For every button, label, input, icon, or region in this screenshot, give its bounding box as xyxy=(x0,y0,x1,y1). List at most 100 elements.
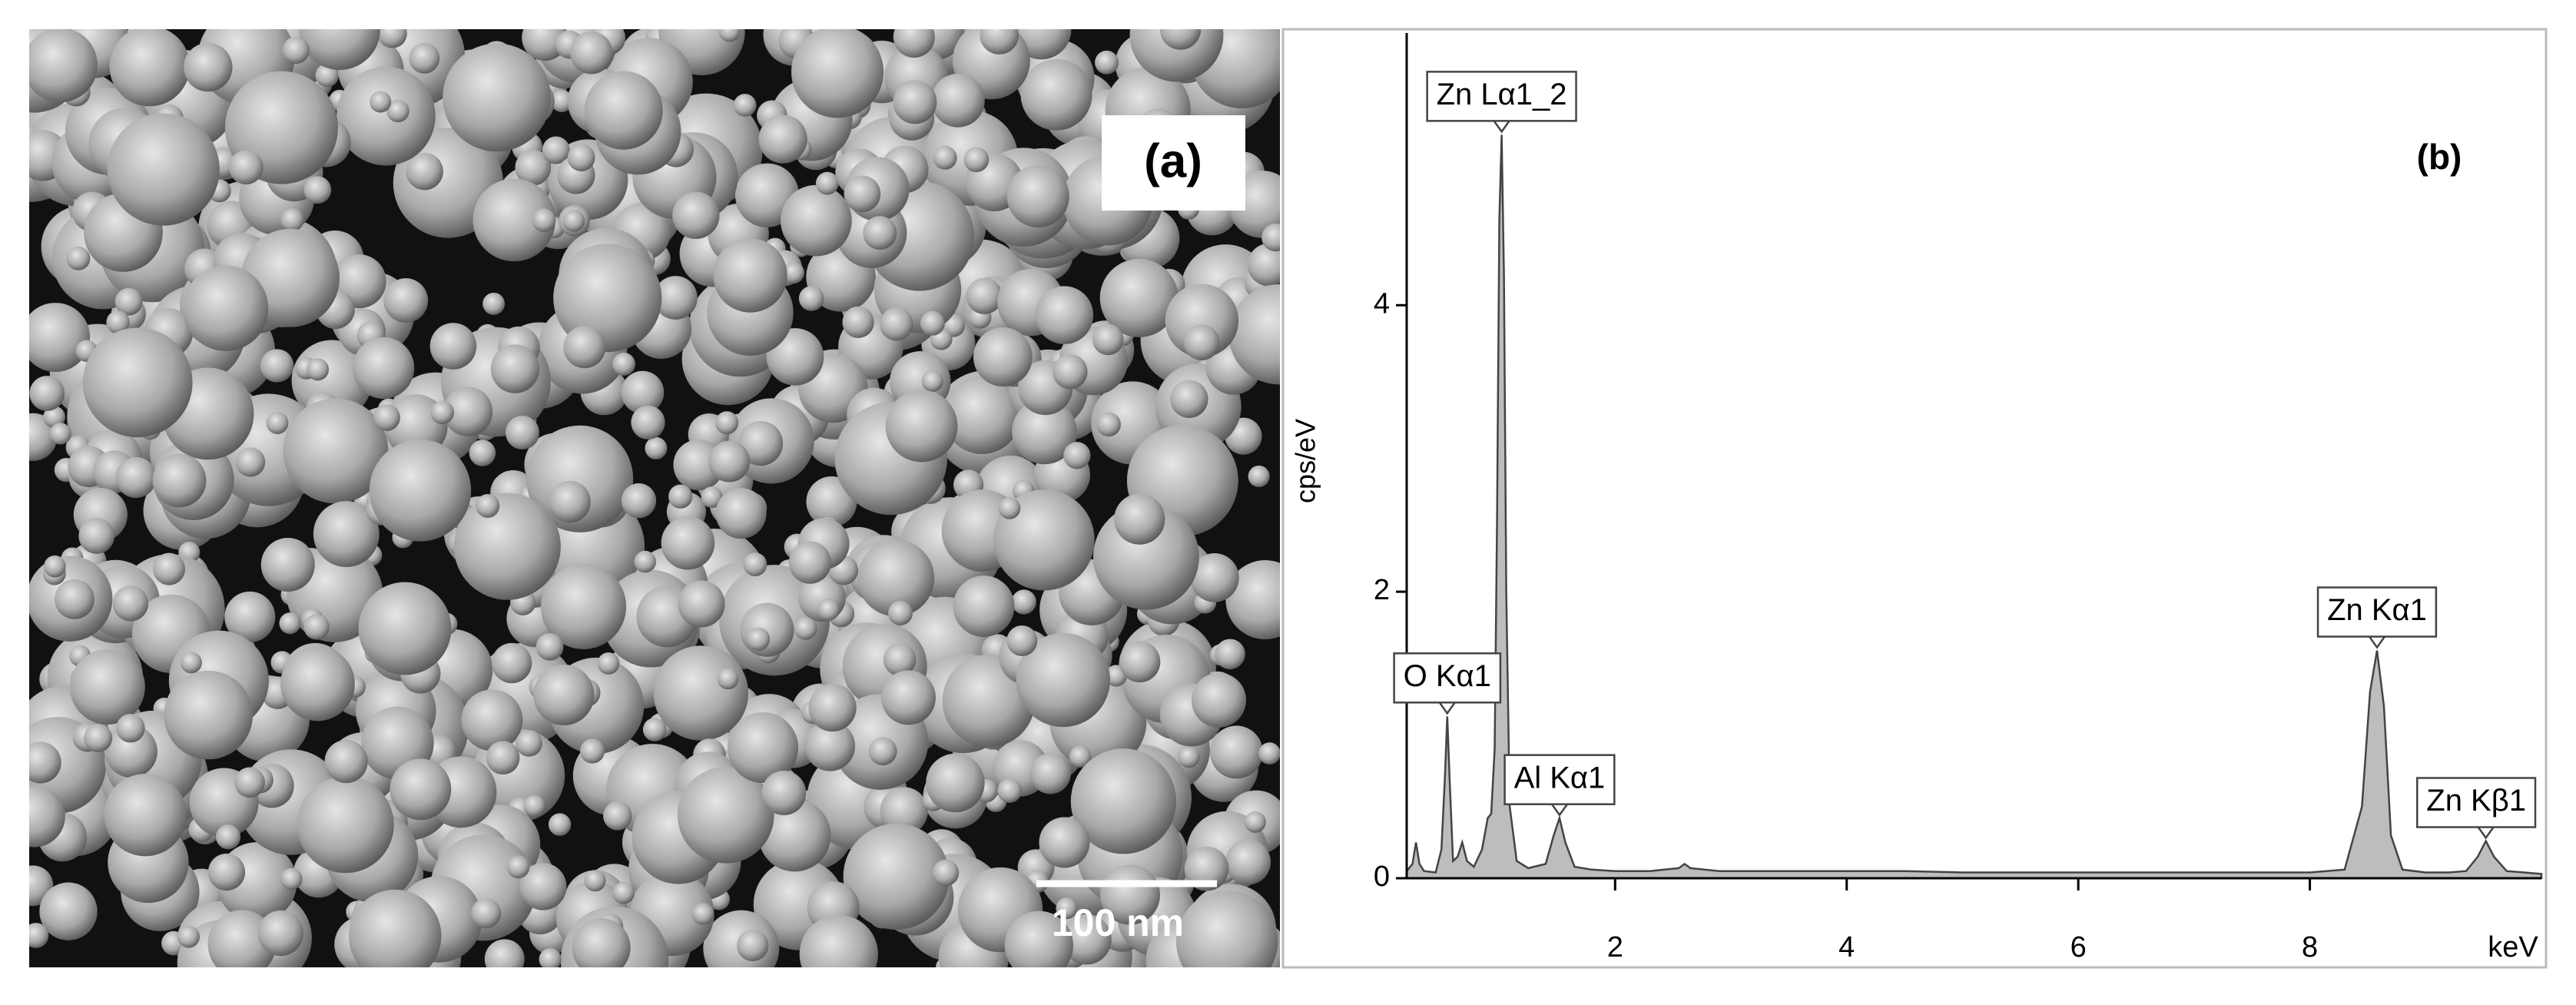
particle xyxy=(282,36,310,65)
particle xyxy=(717,668,739,690)
particle xyxy=(1006,164,1069,227)
particle xyxy=(1099,864,1161,925)
particle xyxy=(283,398,389,504)
particle xyxy=(761,770,807,815)
particle xyxy=(532,208,556,232)
particle xyxy=(257,910,304,957)
particle xyxy=(471,898,502,929)
particle xyxy=(443,43,552,152)
particle xyxy=(1178,745,1200,768)
particle xyxy=(29,376,65,411)
peak-label-box xyxy=(1426,71,1577,122)
particle xyxy=(533,664,595,725)
particle xyxy=(207,910,277,967)
particle xyxy=(183,265,269,351)
particle xyxy=(781,184,852,257)
scale-bar-label: 100 nm xyxy=(1052,901,1184,944)
particle xyxy=(863,216,897,250)
x-tick-label: 8 xyxy=(2302,931,2318,964)
particle xyxy=(678,580,725,628)
particle xyxy=(550,89,573,113)
particle xyxy=(1016,632,1110,728)
y-axis-label: cps/eV xyxy=(1290,419,1321,503)
particle xyxy=(315,63,339,88)
particle xyxy=(740,602,794,657)
particle xyxy=(373,404,400,431)
particle xyxy=(1175,890,1278,967)
particle xyxy=(677,767,774,864)
particle xyxy=(1225,560,1280,640)
particle xyxy=(539,948,562,967)
particle xyxy=(562,210,585,232)
particle xyxy=(653,645,749,741)
particle xyxy=(505,416,539,450)
particle xyxy=(469,439,496,466)
particle xyxy=(893,29,935,58)
particle xyxy=(584,71,663,150)
particle xyxy=(1190,553,1239,602)
particle xyxy=(1244,811,1266,833)
particle xyxy=(116,713,145,743)
particle xyxy=(612,352,635,376)
particle xyxy=(337,66,436,166)
particle xyxy=(743,552,767,577)
particle xyxy=(634,550,656,573)
particle xyxy=(69,649,145,725)
particle xyxy=(1029,753,1071,794)
peak-label: Zn Kβ1 xyxy=(2426,784,2526,818)
particle xyxy=(476,493,500,518)
particle xyxy=(1129,29,1224,82)
x-tick-label: 4 xyxy=(1838,931,1855,964)
particle xyxy=(386,99,409,123)
particle xyxy=(963,147,990,173)
particle xyxy=(519,863,567,910)
particle xyxy=(857,539,935,617)
particle xyxy=(883,643,917,676)
spectrum-area xyxy=(1405,134,2543,880)
particle xyxy=(1215,638,1245,670)
particle xyxy=(313,501,380,567)
particle xyxy=(881,670,936,725)
particle xyxy=(515,149,552,186)
particle xyxy=(1114,493,1165,545)
particle xyxy=(570,31,613,75)
particle xyxy=(668,484,693,509)
particle xyxy=(548,813,572,836)
particle xyxy=(1069,745,1091,768)
peak-pointer xyxy=(2368,635,2386,649)
particle xyxy=(369,439,472,542)
particle xyxy=(980,29,1019,55)
particle xyxy=(1056,897,1078,920)
peak-label-box xyxy=(1503,754,1616,805)
particle xyxy=(943,376,1021,454)
particle xyxy=(461,689,523,751)
particle xyxy=(1184,846,1229,891)
peak-pointer xyxy=(1550,803,1568,817)
particle xyxy=(791,29,884,118)
panel-label: (b) xyxy=(2417,137,2462,177)
particle xyxy=(516,729,542,757)
particle xyxy=(29,785,65,847)
particle xyxy=(572,918,631,967)
particle xyxy=(235,447,266,477)
particle xyxy=(443,386,493,436)
particle xyxy=(1035,286,1094,344)
particle xyxy=(701,486,723,509)
particle xyxy=(29,923,49,948)
peak-label: Zn Kα1 xyxy=(2327,593,2427,627)
particle xyxy=(106,310,130,334)
particle xyxy=(718,29,741,42)
panel-label: (a) xyxy=(1144,134,1202,187)
particle xyxy=(486,741,520,775)
particle xyxy=(383,278,429,323)
particle xyxy=(621,370,665,414)
particle xyxy=(224,591,276,643)
particle xyxy=(207,853,246,891)
particle xyxy=(1247,243,1280,287)
particle xyxy=(1191,672,1247,728)
particle xyxy=(542,136,570,164)
particle xyxy=(535,632,564,661)
particle xyxy=(112,585,149,622)
particle xyxy=(115,456,157,499)
